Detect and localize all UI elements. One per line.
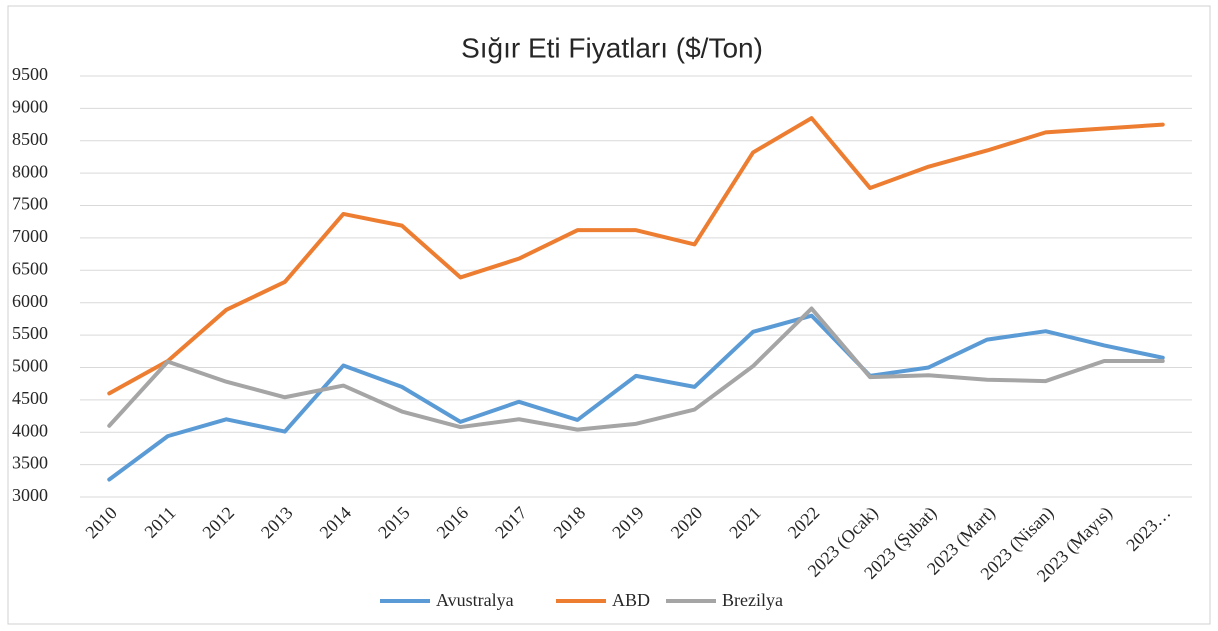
chart-title: Sığır Eti Fiyatları ($/Ton) xyxy=(461,32,763,63)
y-tick-label: 8500 xyxy=(12,129,48,149)
y-tick-label: 3000 xyxy=(12,485,48,505)
y-tick-label: 6500 xyxy=(12,258,48,278)
chart-border xyxy=(7,5,1211,625)
y-tick-label: 7500 xyxy=(12,194,48,214)
y-tick-label: 7000 xyxy=(12,226,48,246)
y-tick-label: 6000 xyxy=(12,291,48,311)
y-tick-label: 4500 xyxy=(12,388,48,408)
series-line xyxy=(107,116,1165,396)
y-tick-label: 9500 xyxy=(12,64,48,84)
legend-label: Avustralya xyxy=(436,590,514,610)
legend-label: Brezilya xyxy=(722,590,783,610)
y-tick-label: 9000 xyxy=(12,97,48,117)
y-tick-label: 3500 xyxy=(12,453,48,473)
y-tick-label: 5000 xyxy=(12,356,48,376)
series-line xyxy=(107,306,1165,432)
y-tick-label: 4000 xyxy=(12,420,48,440)
y-tick-label: 8000 xyxy=(12,161,48,181)
y-tick-label: 5500 xyxy=(12,323,48,343)
legend-label: ABD xyxy=(612,590,650,610)
series-line xyxy=(107,313,1165,482)
